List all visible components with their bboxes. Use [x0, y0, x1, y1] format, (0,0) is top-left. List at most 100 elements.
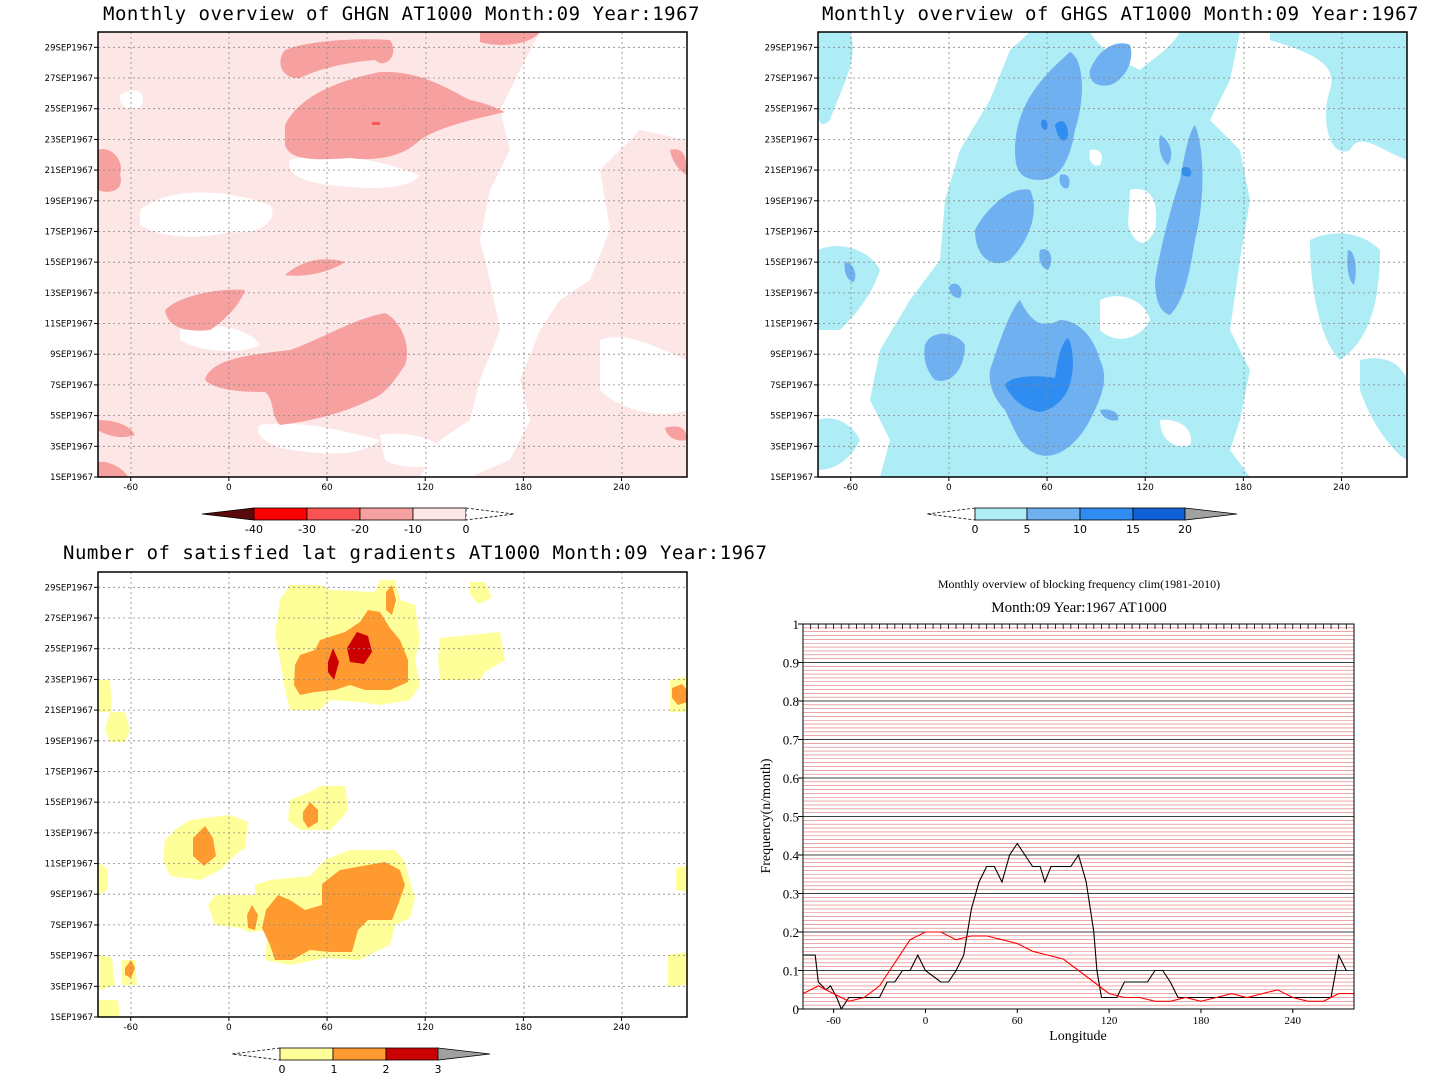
gradients-ytick-label: 27SEP1967 [45, 614, 93, 624]
ghgn-xtick-label: -60 [123, 483, 138, 493]
ghgn-ytick-label: 3SEP1967 [50, 442, 93, 452]
ghgs-colorbar-swatch-gt-20 [1184, 507, 1238, 521]
ghgn-ytick-label: 13SEP1967 [45, 289, 93, 299]
gradients-colorbar-label: 0 [279, 1063, 286, 1076]
ghgn-xtick-label: 60 [321, 483, 333, 493]
gradients-ytick-label: 7SEP1967 [50, 921, 93, 931]
blocking-ytick-label: 0.6 [783, 771, 800, 786]
blocking-xtick-label: 180 [1193, 1015, 1210, 1027]
blocking-ytick-label: 0.4 [783, 848, 800, 863]
ghgs-colorbar-label: 15 [1126, 523, 1140, 536]
blocking-ylabel: Frequency(n/month) [759, 758, 774, 873]
ghgs-ytick-label: 19SEP1967 [765, 197, 813, 207]
blocking-xtick-label: 240 [1285, 1015, 1302, 1027]
ghgs-frame [817, 31, 1408, 478]
title-ghgs: Monthly overview of GHGS AT1000 Month:09… [822, 3, 1419, 25]
gradients-ytick-label: 9SEP1967 [50, 890, 93, 900]
blocking-climatology-line [803, 931, 1354, 1002]
blocking-axes: 0 0.1 0.2 0.3 0.4 0.5 0.6 0.7 0.8 0.9 1 -60 0 60 120 18… [783, 617, 1355, 1027]
ghgs-ytick-label: 13SEP1967 [765, 289, 813, 299]
ghgn-ytick-label: 7SEP1967 [50, 381, 93, 391]
ghgn-colorbar-label: -20 [351, 523, 369, 536]
gradients-ytick-label: 29SEP1967 [45, 583, 93, 593]
gradients-xtick-label: 240 [613, 1023, 630, 1033]
gradients-plot: -60 0 60 120 180 2401SEP19673SEP19675SEP19677… [45, 571, 688, 1076]
ghgn-axes: -60 0 60 120 180 240 1SEP1967 3SEP1967 5SEP1967 7… [45, 43, 631, 493]
ghgn-ytick-label: 21SEP1967 [45, 166, 93, 176]
blocking-ytick-label: 0.3 [783, 887, 799, 902]
ghgs-xtick-label: -60 [843, 483, 858, 493]
gradients-ytick-label: 25SEP1967 [45, 645, 93, 655]
ghgs-xtick-label: 240 [1333, 483, 1350, 493]
gradients-ytick-label: 5SEP1967 [50, 952, 93, 962]
blocking-ytick-label: 0.1 [783, 964, 799, 979]
gradients-ytick-label: 17SEP1967 [45, 767, 93, 777]
ghgn-colorbar-label: -30 [298, 523, 316, 536]
ghgn-positive-regions [119, 32, 687, 477]
blocking-ytick-label: 1 [793, 617, 800, 632]
gradients-ytick-label: 3SEP1967 [50, 982, 93, 992]
ghgs-plot: -60 0 60 120 180 240 1SEP1967 3SEP1967 5SEP1967 7… [765, 31, 1408, 536]
ghgn-xtick-label: 240 [613, 483, 630, 493]
ghgn-colorbar-swatch-lt-40 [201, 507, 255, 521]
ghgs-xtick-label: 0 [946, 483, 952, 493]
title-gradients: Number of satisfied lat gradients AT1000… [63, 542, 768, 564]
blocking-ytick-label: 0.2 [783, 925, 799, 940]
ghgn-colorbar-label: -40 [245, 523, 263, 536]
ghgs-colorbar-swatch-0-5 [974, 507, 1028, 521]
ghgs-ytick-label: 9SEP1967 [770, 350, 813, 360]
ghgn-ytick-label: 5SEP1967 [50, 412, 93, 422]
ghgs-ytick-label: 29SEP1967 [765, 43, 813, 53]
gradients-colorbar-label: 3 [435, 1063, 442, 1076]
blocking-ytick-label: 0.8 [783, 694, 799, 709]
ghgn-ytick-label: 17SEP1967 [45, 227, 93, 237]
blocking-subtitle: Month:09 Year:1967 AT1000 [991, 600, 1166, 616]
gradients-colorbar-swatch-2-3 [385, 1047, 439, 1061]
ghgs-ytick-label: 23SEP1967 [765, 135, 813, 145]
ghgn-ytick-label: 29SEP1967 [45, 43, 93, 53]
ghgn-grid [98, 32, 687, 477]
title-ghgn: Monthly overview of GHGN AT1000 Month:09… [103, 3, 700, 25]
blocking-xtick-label: 60 [1012, 1015, 1024, 1027]
gradients-2-to-3-regions [328, 632, 372, 680]
gradients-xtick-label: 60 [321, 1023, 333, 1033]
ghgn-colorbar-swatch-gt-0 [465, 507, 515, 521]
gradients-colorbar-swatch-lt-0 [231, 1047, 281, 1061]
ghgs-ytick-label: 5SEP1967 [770, 412, 813, 422]
blocking-series-line [803, 842, 1347, 1009]
ghgs-ytick-label: 21SEP1967 [765, 166, 813, 176]
ghgn-ytick-label: 1SEP1967 [50, 473, 93, 483]
ghgn-ytick-label: 9SEP1967 [50, 350, 93, 360]
blocking-plot: Monthly overview of blocking frequency c… [759, 577, 1355, 1044]
blocking-xtick-label: -60 [826, 1015, 841, 1027]
ghgs-xtick-label: 60 [1041, 483, 1053, 493]
gradients-ytick-label: 15SEP1967 [45, 798, 93, 808]
ghgn-colorbar-label: 0 [463, 523, 470, 536]
blocking-xtick-label: 120 [1101, 1015, 1118, 1027]
ghgs-colorbar-label: 5 [1024, 523, 1031, 536]
ghgs-colorbar: 0 5 10 15 20 [926, 507, 1238, 536]
gradients-ytick-label: 11SEP1967 [45, 860, 93, 870]
ghgn-xtick-label: 120 [417, 483, 434, 493]
gradients-colorbar-label: 1 [331, 1063, 338, 1076]
ghgn-ytick-label: 27SEP1967 [45, 74, 93, 84]
ghgs-ytick-label: 7SEP1967 [770, 381, 813, 391]
ghgs-colorbar-label: 20 [1178, 523, 1192, 536]
ghgs-xtick-label: 120 [1137, 483, 1154, 493]
gradients-frame [97, 571, 688, 1018]
blocking-ytick-label: 0.5 [783, 810, 799, 825]
gradients-ytick-label: 21SEP1967 [45, 706, 93, 716]
ghgs-ytick-label: 25SEP1967 [765, 105, 813, 115]
gradients-ytick-label: 1SEP1967 [50, 1013, 93, 1023]
gradients-xtick-label: 0 [226, 1023, 232, 1033]
blocking-grid [803, 627, 1354, 1006]
blocking-lines [803, 842, 1354, 1009]
gradients-colorbar: 0 1 2 3 [231, 1047, 491, 1076]
gradients-ytick-label: 19SEP1967 [45, 737, 93, 747]
ghgn-colorbar-swatch-10-0 [412, 507, 467, 521]
ghgn-ytick-label: 15SEP1967 [45, 258, 93, 268]
ghgs-ytick-label: 17SEP1967 [765, 227, 813, 237]
ghgs-colorbar-swatch-15-20 [1132, 507, 1186, 521]
ghgs-ytick-label: 3SEP1967 [770, 442, 813, 452]
